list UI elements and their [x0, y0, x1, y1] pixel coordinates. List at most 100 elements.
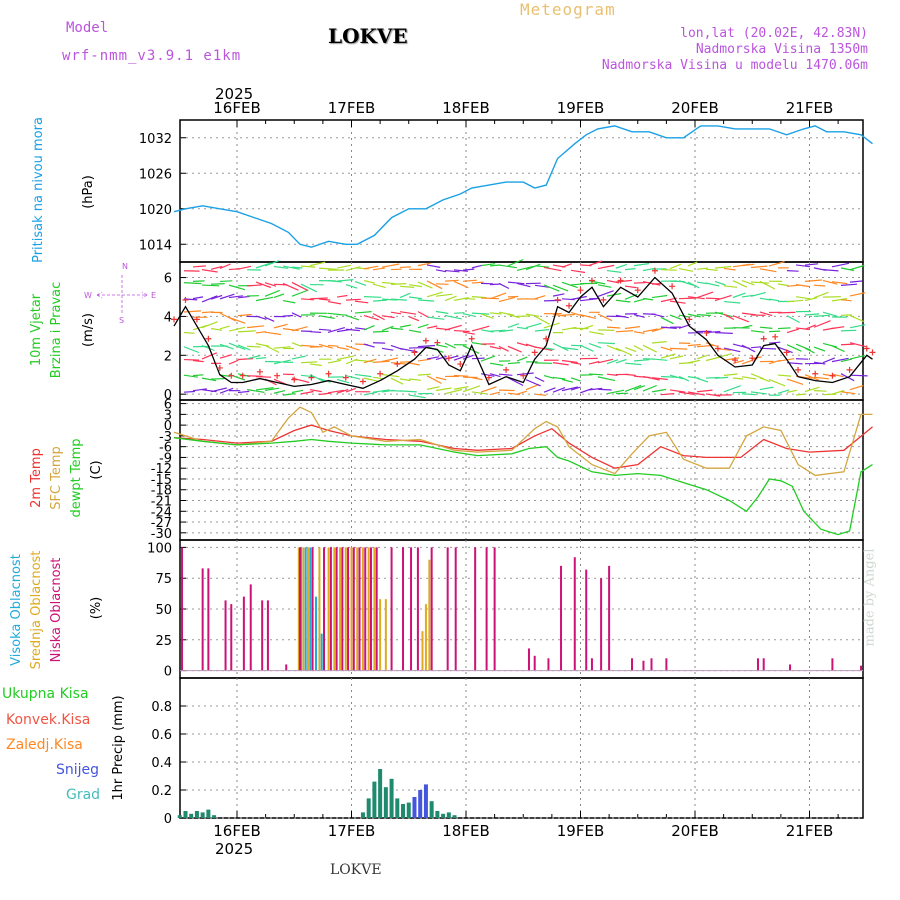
- wind-arrow: [435, 269, 447, 273]
- wind-arrow: [552, 387, 566, 393]
- wind-arrow: [291, 355, 306, 360]
- wind-gust-marker: [600, 296, 607, 303]
- wind-arrow: [291, 312, 302, 318]
- wind-gust-marker: [468, 335, 475, 342]
- wind-arrow: [363, 265, 379, 270]
- clouds-ytick-label: 50: [155, 603, 172, 618]
- wind-arrow: [354, 300, 369, 304]
- wind-arrow: [237, 313, 252, 317]
- wind-arrow: [732, 377, 744, 380]
- wind-arrow: [651, 282, 663, 285]
- wind-arrow: [534, 315, 550, 325]
- wind-arrow: [426, 264, 441, 268]
- wind-arrow: [831, 357, 849, 363]
- wind-arrow: [390, 298, 407, 301]
- temperature-ytick-label: 0: [164, 419, 172, 434]
- wind-arrow: [309, 389, 322, 393]
- wind-gust-marker: [182, 296, 189, 303]
- wind-arrow: [462, 354, 474, 360]
- footer-station: LOKVE: [330, 862, 382, 878]
- wind-arrow: [669, 374, 684, 380]
- wind-gust-marker: [783, 349, 790, 356]
- wind-arrow: [354, 281, 367, 286]
- wind-arrow: [759, 377, 771, 383]
- top-day-label: 21FEB: [786, 99, 833, 117]
- wind-arrow: [615, 314, 629, 319]
- wind-ytick-label: 0: [164, 388, 172, 403]
- wind-arrow: [498, 329, 514, 333]
- wind-gust-marker: [377, 370, 384, 377]
- wind-arrow: [516, 390, 527, 395]
- wind-arrow: [552, 376, 566, 380]
- wind-arrow: [345, 314, 359, 321]
- wind-arrow: [525, 343, 537, 349]
- precip-bar: [418, 790, 423, 818]
- wind-arrow: [660, 393, 675, 396]
- wind-arrow: [192, 374, 204, 377]
- wind-arrow: [426, 356, 439, 360]
- wind-arrow: [588, 360, 600, 365]
- wind-arrow: [480, 355, 496, 362]
- wind-arrow: [831, 281, 848, 285]
- wind-arrow: [516, 356, 528, 362]
- wind-arrow: [525, 322, 542, 329]
- wind-gust-marker: [531, 349, 538, 356]
- wind-arrow: [363, 315, 379, 321]
- wind-gust-marker: [588, 277, 595, 284]
- wind-arrow: [408, 394, 426, 399]
- temperature-ytick-label: -6: [159, 441, 172, 456]
- wind-arrow: [453, 269, 468, 272]
- wind-arrow: [687, 343, 701, 347]
- wind-arrow: [183, 282, 202, 285]
- wind-arrow: [750, 281, 769, 284]
- precip-legend-item: Konvek.Kisa: [6, 712, 90, 728]
- wind-arrow: [561, 359, 578, 364]
- wind-arrow: [183, 346, 200, 354]
- wind-arrow: [813, 346, 826, 352]
- wind-arrow: [795, 393, 807, 396]
- wind-ytick-label: 4: [164, 310, 172, 325]
- wind-arrow: [399, 311, 417, 315]
- top-day-label: 17FEB: [328, 99, 375, 117]
- wind-arrow: [444, 269, 460, 273]
- wind-arrow: [669, 355, 684, 360]
- wind-arrow: [714, 280, 726, 286]
- wind-arrow: [507, 345, 522, 353]
- wind-arrow: [615, 358, 627, 364]
- wind-arrow: [705, 342, 718, 347]
- wind-arrow: [237, 330, 256, 333]
- wind-arrow: [840, 267, 855, 272]
- wind-arrow: [372, 313, 385, 321]
- wind-arrow: [804, 374, 819, 381]
- wind-gust-marker: [228, 372, 235, 379]
- wind-gust-marker: [503, 366, 510, 373]
- wind-arrow: [597, 342, 615, 345]
- wind-arrow: [534, 295, 546, 300]
- pressure-ylabel: Pritisak na nivou mora: [31, 117, 46, 263]
- wind-arrow: [264, 331, 281, 336]
- wind-arrow: [453, 386, 469, 390]
- wind-arrow: [759, 386, 774, 391]
- wind-arrow: [534, 376, 545, 383]
- wind-arrow: [741, 344, 756, 353]
- clouds-ytick-label: 100: [147, 541, 172, 556]
- wind-arrow: [480, 313, 494, 319]
- wind-arrow: [561, 313, 575, 316]
- wind-arrow: [660, 297, 677, 303]
- panel-frame-pressure: [179, 119, 864, 263]
- wind-arrow: [624, 326, 641, 330]
- wind-arrow: [210, 327, 223, 331]
- wind-arrow: [795, 264, 810, 268]
- wind-arrow: [786, 328, 799, 334]
- wind-gust-marker: [669, 283, 676, 290]
- panel-frame-precip: [179, 677, 864, 819]
- wind-arrow: [597, 290, 614, 298]
- wind-gust-marker: [291, 376, 298, 383]
- wind-arrow: [507, 281, 525, 285]
- wind-arrow: [579, 324, 594, 331]
- wind-arrow: [534, 284, 550, 288]
- wind-ylabel-2: Brzina i Pravac: [49, 282, 64, 379]
- wind-arrow: [264, 282, 277, 287]
- wind-arrow: [705, 268, 718, 271]
- wind-arrow: [696, 281, 707, 285]
